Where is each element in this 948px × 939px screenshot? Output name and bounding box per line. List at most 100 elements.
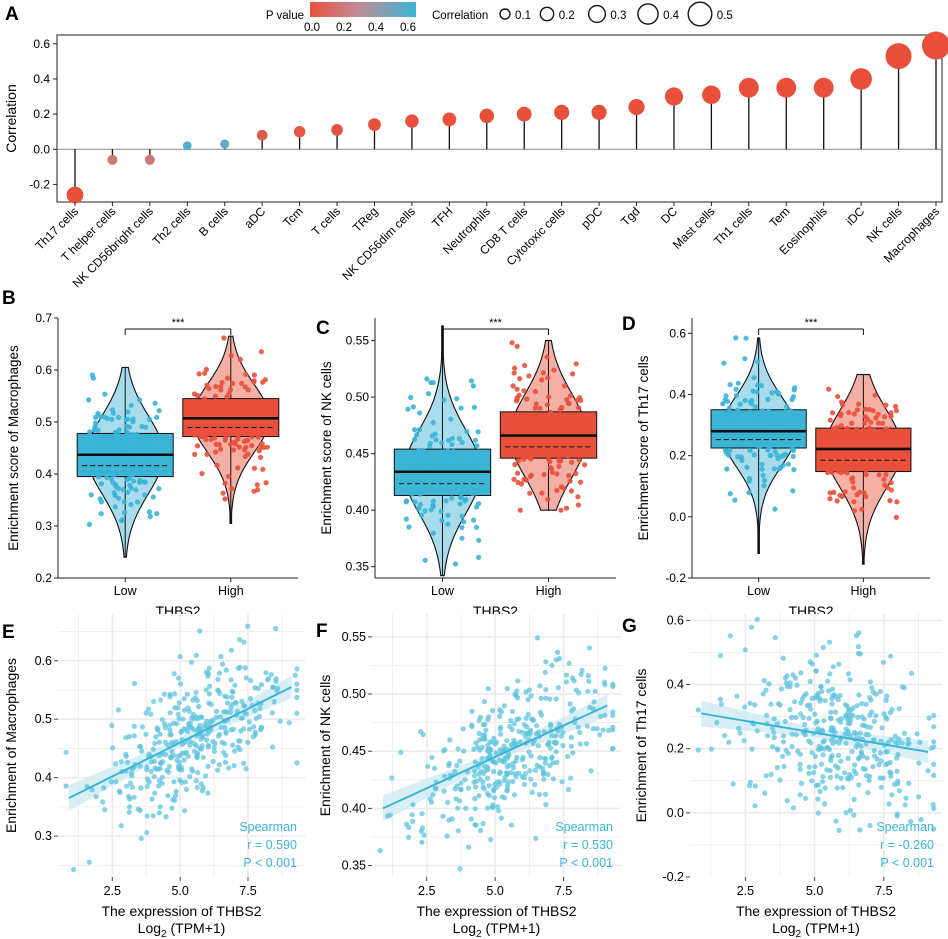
y-tick-label: 0.5	[35, 712, 52, 726]
jitter-point	[410, 453, 416, 459]
scatter-point	[89, 787, 95, 793]
jitter-point	[474, 504, 480, 510]
scatter-point	[851, 762, 858, 768]
scatter-point	[529, 789, 535, 796]
jitter-point	[125, 434, 131, 440]
scatter-point	[528, 776, 534, 782]
scatter-point	[586, 645, 593, 651]
scatter-point	[868, 697, 874, 703]
scatter-point	[177, 654, 183, 660]
scatter-point	[193, 778, 199, 784]
jitter-point	[851, 411, 857, 417]
jitter-point	[871, 433, 877, 439]
jitter-point	[739, 457, 745, 464]
scatter-point	[545, 741, 551, 747]
scatter-point	[870, 764, 876, 770]
jitter-point	[563, 429, 569, 435]
panel-c-letter: C	[316, 318, 330, 339]
jitter-point	[548, 425, 555, 431]
jitter-point	[439, 440, 445, 446]
scatter-point	[63, 783, 69, 789]
y-axis-label: Enrichment of Macrophages	[3, 658, 19, 833]
scatter-point	[117, 789, 123, 796]
jitter-point	[227, 423, 233, 429]
jitter-point	[869, 440, 876, 446]
jitter-point	[476, 554, 482, 561]
jitter-point	[882, 432, 888, 438]
scatter-point	[137, 763, 143, 769]
scatter-point	[242, 665, 248, 671]
scatter-point	[772, 635, 778, 641]
scatter-point	[548, 745, 554, 751]
scatter-point	[208, 701, 214, 708]
scatter-point	[123, 753, 129, 759]
jitter-point	[864, 437, 870, 444]
pvalue-legend-title: P value	[266, 10, 304, 22]
scatter-point	[268, 672, 274, 678]
jitter-point	[430, 530, 436, 536]
jitter-point	[133, 449, 139, 455]
scatter-point	[836, 661, 842, 667]
jitter-point	[755, 359, 761, 365]
scatter-point	[377, 848, 383, 854]
jitter-point	[539, 490, 545, 496]
scatter-point	[124, 759, 131, 766]
scatter-point	[798, 780, 805, 787]
jitter-point	[879, 420, 886, 426]
jitter-point	[437, 462, 443, 468]
y-tick-label: 0.55	[342, 630, 366, 644]
scatter-point	[486, 783, 492, 789]
jitter-point	[146, 443, 152, 449]
x-axis-label: The expression of THBS2	[416, 903, 576, 919]
panel-g-letter: G	[622, 616, 637, 637]
scatter-point	[741, 738, 747, 744]
jitter-point	[438, 508, 444, 514]
jitter-point	[473, 524, 480, 530]
y-tick-label: 0.40	[346, 503, 370, 517]
y-axis-label: Correlation	[3, 84, 19, 152]
jitter-point	[825, 433, 831, 440]
scatter-point	[916, 760, 922, 766]
x-axis-label: The expression of THBS2	[736, 903, 896, 919]
panel-c: 0.35 0.40 0.45 0.50 0.55 Enrichment score of …	[319, 317, 616, 619]
scatter-point	[190, 697, 196, 703]
scatter-point	[832, 709, 839, 715]
stats-p: P < 0.001	[243, 856, 297, 870]
scatter-point	[838, 758, 844, 764]
jitter-point	[232, 428, 238, 435]
scatter-point	[223, 752, 229, 759]
scatter-point	[819, 727, 825, 733]
scatter-point	[899, 740, 905, 746]
x-tick-label: 7.5	[555, 884, 572, 898]
jitter-point	[193, 422, 199, 428]
jitter-point	[226, 431, 232, 438]
jitter-point	[837, 492, 843, 498]
scatter-point	[850, 705, 856, 711]
pvalue-legend-tick: 0.0	[304, 22, 320, 34]
scatter-point	[246, 719, 252, 725]
panel-a-letter: A	[5, 4, 19, 25]
jitter-point	[767, 444, 773, 450]
scatter-point	[822, 697, 828, 704]
scatter-point	[131, 733, 137, 739]
x-tick-label: 2.5	[418, 884, 435, 898]
jitter-point	[131, 460, 137, 466]
y-tick-label: 0.40	[342, 801, 366, 815]
jitter-point	[573, 361, 579, 367]
scatter-point	[480, 820, 486, 827]
scatter-point	[766, 681, 772, 687]
x-axis-label-unit: Log2 (TPM+1)	[453, 920, 541, 939]
scatter-point	[918, 817, 924, 823]
scatter-point	[294, 681, 300, 687]
scatter-point	[149, 796, 155, 802]
scatter-point	[198, 781, 204, 787]
jitter-point	[723, 393, 729, 399]
scatter-point	[429, 754, 435, 760]
x-axis-label: The expression of THBS2	[101, 903, 261, 919]
jitter-point	[109, 407, 116, 413]
jitter-point	[471, 517, 477, 523]
stats-r: r = 0.530	[563, 838, 613, 852]
scatter-point	[847, 677, 853, 683]
jitter-point	[574, 425, 580, 431]
jitter-point	[93, 462, 99, 468]
